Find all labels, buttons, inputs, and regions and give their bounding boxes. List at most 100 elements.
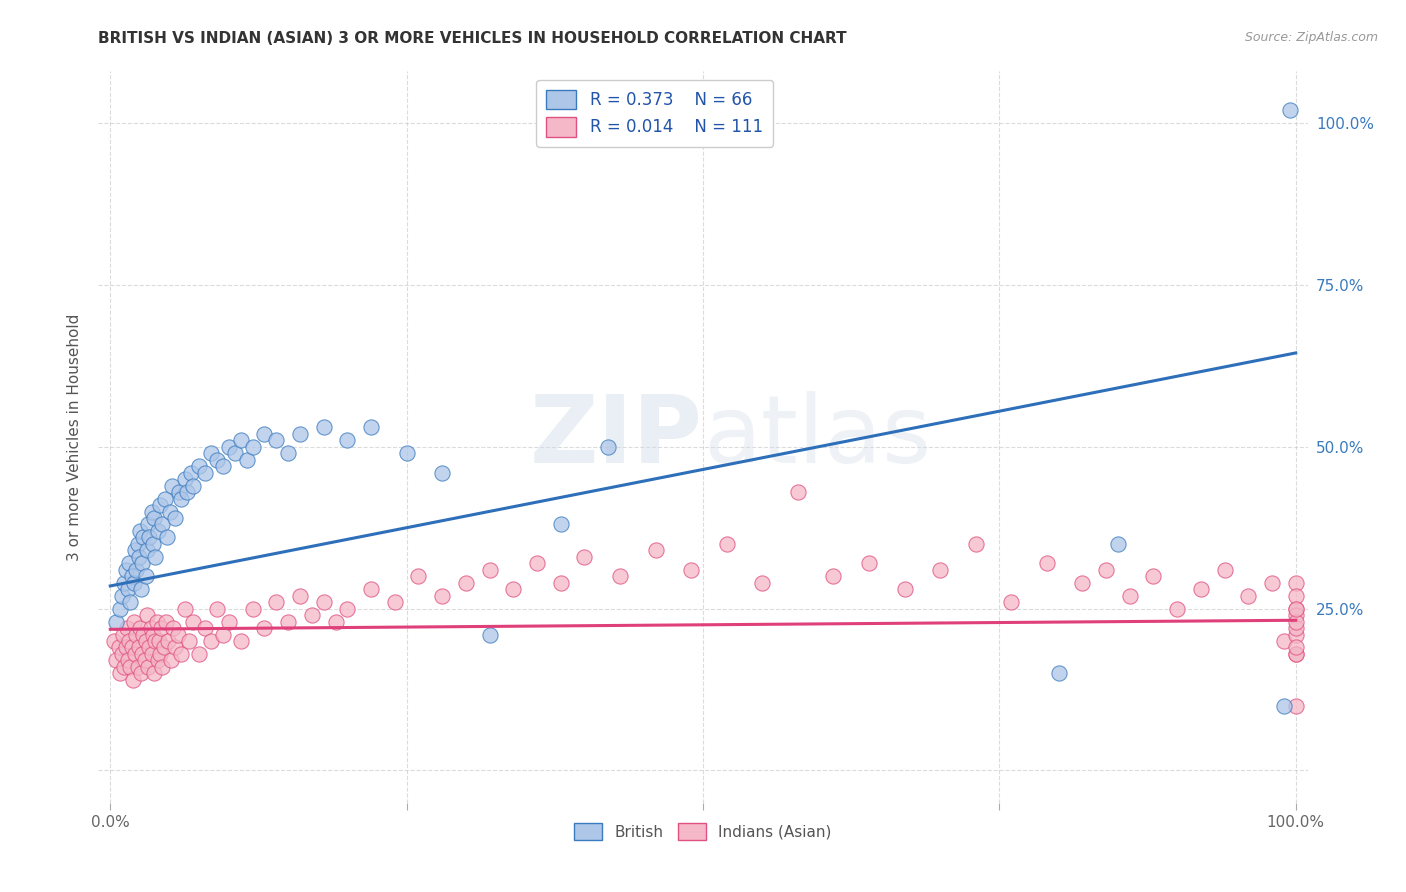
Point <box>176 485 198 500</box>
Point <box>114 563 136 577</box>
Point <box>128 640 150 655</box>
Point <box>159 653 181 667</box>
Point <box>139 621 162 635</box>
Text: Source: ZipAtlas.com: Source: ZipAtlas.com <box>1244 31 1378 45</box>
Point <box>253 621 276 635</box>
Point <box>165 640 187 655</box>
Point <box>167 485 190 500</box>
Point <box>142 627 165 641</box>
Point <box>644 543 666 558</box>
Point <box>129 524 152 538</box>
Point <box>301 608 323 623</box>
Point <box>170 647 193 661</box>
Text: ZIP: ZIP <box>530 391 703 483</box>
Point <box>132 530 155 544</box>
Point <box>181 478 204 492</box>
Point <box>1107 537 1129 551</box>
Point <box>1285 621 1308 635</box>
Point <box>1272 634 1295 648</box>
Point <box>129 582 152 597</box>
Point <box>138 640 160 655</box>
Point <box>143 511 166 525</box>
Point <box>136 543 159 558</box>
Point <box>117 582 139 597</box>
Point <box>131 647 153 661</box>
Point <box>174 601 197 615</box>
Point <box>1047 666 1070 681</box>
Point <box>114 575 136 590</box>
Point <box>1142 569 1164 583</box>
Point <box>1272 698 1295 713</box>
Point <box>1285 647 1308 661</box>
Point <box>108 666 131 681</box>
Point <box>162 621 184 635</box>
Point <box>478 563 501 577</box>
Point <box>112 627 135 641</box>
Point <box>127 660 149 674</box>
Point <box>153 491 176 506</box>
Point <box>105 615 128 629</box>
Point <box>105 653 128 667</box>
Point <box>1166 601 1188 615</box>
Point <box>159 504 181 518</box>
Point <box>194 621 217 635</box>
Point <box>143 549 166 564</box>
Point <box>360 582 382 597</box>
Point <box>1285 601 1308 615</box>
Point <box>288 589 311 603</box>
Point <box>858 557 880 571</box>
Point <box>157 634 180 648</box>
Point <box>786 485 808 500</box>
Point <box>478 627 501 641</box>
Point <box>1071 575 1094 590</box>
Point <box>1285 627 1308 641</box>
Point <box>150 621 173 635</box>
Point <box>264 595 287 609</box>
Point <box>152 660 174 674</box>
Point <box>277 615 299 629</box>
Point <box>205 601 228 615</box>
Point <box>160 478 183 492</box>
Point <box>1237 589 1260 603</box>
Point <box>242 440 264 454</box>
Point <box>454 575 477 590</box>
Point <box>1285 698 1308 713</box>
Point <box>142 537 165 551</box>
Point <box>129 666 152 681</box>
Point <box>200 634 222 648</box>
Point <box>143 666 166 681</box>
Point <box>141 504 163 518</box>
Point <box>1285 615 1308 629</box>
Point <box>146 653 169 667</box>
Point <box>181 615 204 629</box>
Point <box>131 557 153 571</box>
Text: atlas: atlas <box>703 391 931 483</box>
Point <box>125 563 148 577</box>
Point <box>224 446 246 460</box>
Point <box>288 426 311 441</box>
Point <box>121 569 143 583</box>
Point <box>200 446 222 460</box>
Point <box>114 640 136 655</box>
Point <box>229 434 252 448</box>
Point <box>124 647 146 661</box>
Point <box>156 530 179 544</box>
Point <box>205 452 228 467</box>
Point <box>360 420 382 434</box>
Text: BRITISH VS INDIAN (ASIAN) 3 OR MORE VEHICLES IN HOUSEHOLD CORRELATION CHART: BRITISH VS INDIAN (ASIAN) 3 OR MORE VEHI… <box>98 31 846 46</box>
Point <box>432 466 454 480</box>
Point <box>149 647 172 661</box>
Point <box>1285 601 1308 615</box>
Point <box>235 452 257 467</box>
Point <box>229 634 252 648</box>
Point <box>929 563 952 577</box>
Point <box>574 549 596 564</box>
Point <box>1036 557 1059 571</box>
Point <box>120 660 142 674</box>
Point <box>124 543 146 558</box>
Point <box>253 426 276 441</box>
Point <box>134 653 156 667</box>
Point <box>115 621 138 635</box>
Point <box>118 634 141 648</box>
Y-axis label: 3 or more Vehicles in Household: 3 or more Vehicles in Household <box>67 313 83 561</box>
